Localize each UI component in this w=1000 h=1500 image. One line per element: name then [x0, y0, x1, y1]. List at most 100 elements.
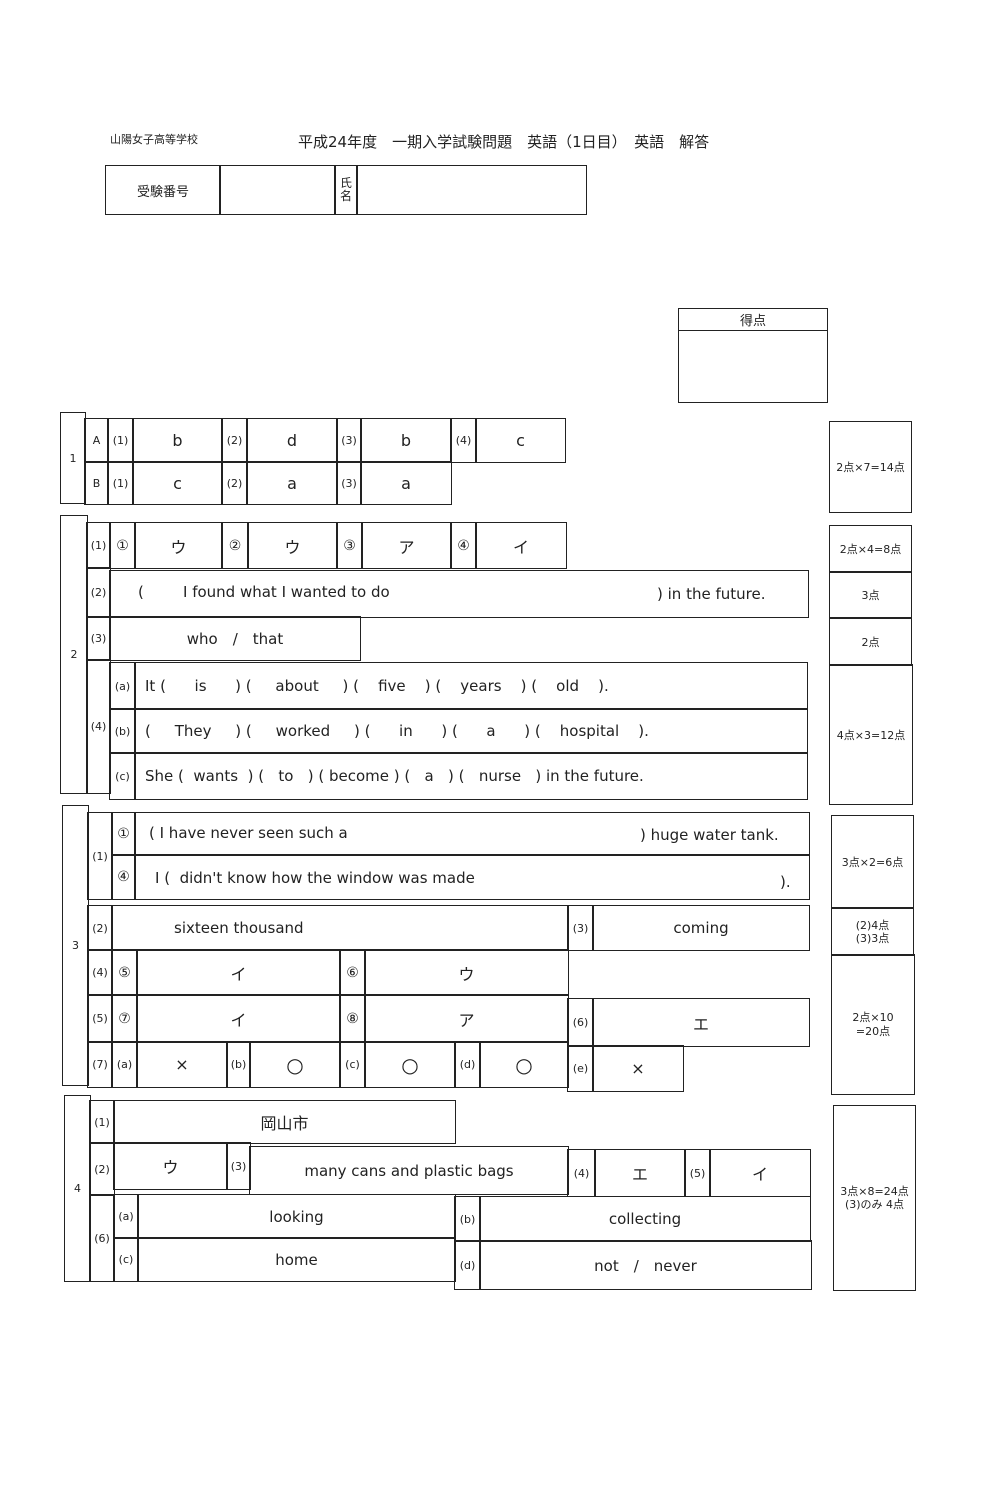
- answer-cell: エ: [592, 998, 810, 1047]
- question-label: (6): [89, 1194, 115, 1282]
- points-text: 3点×8=24点: [840, 1185, 909, 1198]
- section-number: 1: [60, 412, 86, 504]
- exam-number-field[interactable]: [219, 165, 336, 215]
- points-cell: 2点×4=8点: [829, 525, 912, 573]
- exam-number-label: 受験番号: [105, 165, 221, 215]
- question-label: (2): [86, 567, 111, 618]
- question-label: (c): [339, 1041, 366, 1088]
- points-cell: 3点×2=6点: [831, 815, 914, 909]
- answer-cell: 岡山市: [113, 1100, 456, 1144]
- question-label: (2): [89, 1142, 115, 1196]
- row-label: B: [84, 461, 109, 505]
- question-label: ④: [450, 522, 477, 569]
- question-label: (2): [87, 905, 113, 951]
- points-cell: 2点: [829, 617, 912, 666]
- answer-cell: ウ: [247, 522, 338, 569]
- question-label: (3): [336, 418, 362, 463]
- answer-cell: ウ: [113, 1142, 228, 1190]
- question-label: ①: [111, 812, 136, 856]
- answer-cell: a: [246, 461, 338, 505]
- question-label: (b): [226, 1041, 251, 1088]
- answer-cell: イ: [709, 1149, 811, 1197]
- answer-cell: イ: [136, 994, 341, 1043]
- question-label: (5): [684, 1149, 711, 1197]
- answer-cell: ×: [136, 1041, 228, 1088]
- question-label: (3): [567, 905, 594, 951]
- question-label: (d): [454, 1240, 481, 1290]
- answer-cell: b: [132, 418, 223, 463]
- points-text: (3)のみ 4点: [844, 1198, 905, 1211]
- question-label: (b): [109, 708, 136, 754]
- question-label: (a): [111, 1041, 138, 1088]
- question-label: (d): [454, 1041, 481, 1088]
- answer-cell: b: [360, 418, 452, 463]
- section-number: 2: [60, 515, 88, 794]
- question-label: ①: [109, 522, 136, 569]
- points-cell: 2点×7=14点: [829, 421, 912, 513]
- question-label: (e): [567, 1045, 594, 1092]
- question-label: (a): [109, 662, 136, 710]
- answer-cell: ウ: [134, 522, 223, 569]
- question-label: (3): [336, 461, 362, 505]
- question-label: (5): [87, 994, 113, 1043]
- points-cell: (2)4点 (3)3点: [831, 907, 914, 956]
- school-name: 山陽女子高等学校: [110, 133, 198, 146]
- answer-cell: イ: [136, 949, 341, 996]
- question-label: (c): [109, 752, 136, 800]
- answer-cell: collecting: [479, 1196, 811, 1242]
- answer-cell: イ: [475, 522, 567, 569]
- question-label: (a): [113, 1194, 139, 1239]
- question-label: ⑧: [339, 994, 366, 1043]
- answer-text: I found what I wanted to do: [183, 583, 390, 601]
- section-number: 3: [62, 805, 89, 1086]
- page-title: 平成24年度 一期入学試験問題 英語（1日目） 英語 解答: [298, 133, 710, 151]
- question-label: (4): [567, 1149, 596, 1197]
- section-number: 4: [64, 1095, 91, 1282]
- answer-cell: She ( wants ) ( to ) ( become ) ( a ) ( …: [134, 752, 808, 800]
- question-label: ⑦: [111, 994, 138, 1043]
- answer-cell: a: [360, 461, 452, 505]
- points-cell: 4点×3=12点: [829, 664, 913, 805]
- name-field[interactable]: [356, 165, 587, 215]
- question-label: (2): [221, 461, 248, 505]
- answer-cell: home: [137, 1237, 456, 1282]
- answer-cell: ( They ) ( worked ) ( in ) ( a ) ( hospi…: [134, 708, 808, 754]
- answer-text: ) in the future.: [657, 585, 766, 603]
- points-cell: 2点×10 =20点: [831, 954, 915, 1095]
- answer-cell: who / that: [109, 616, 361, 661]
- points-cell: 3点×8=24点 (3)のみ 4点: [833, 1105, 916, 1291]
- question-label: (1): [107, 418, 134, 463]
- answer-cell: ア: [361, 522, 452, 569]
- question-label: (1): [107, 461, 134, 505]
- question-label: (7): [87, 1041, 113, 1088]
- answer-cell: It ( is ) ( about ) ( five ) ( years ) (…: [134, 662, 808, 710]
- question-label: (b): [454, 1196, 481, 1242]
- answer-cell: ウ: [364, 949, 569, 996]
- score-label: 得点: [678, 308, 828, 331]
- question-label: ⑥: [339, 949, 366, 996]
- answer-cell: ×: [592, 1045, 684, 1092]
- answer-cell: I ( didn't know how the window was made …: [134, 854, 810, 900]
- question-label: ④: [111, 854, 136, 900]
- row-label: A: [84, 418, 109, 463]
- answer-cell: エ: [594, 1149, 686, 1197]
- answer-text: (: [138, 583, 144, 601]
- points-text: (3)3点: [855, 931, 890, 945]
- question-label: (4): [86, 659, 111, 794]
- answer-cell: coming: [592, 905, 810, 951]
- points-text: 2点×10: [852, 1010, 894, 1024]
- question-label: (3): [226, 1142, 251, 1190]
- question-label: (2): [221, 418, 248, 463]
- question-label: (1): [86, 522, 111, 569]
- points-text: =20点: [855, 1024, 891, 1038]
- answer-cell: ○: [364, 1041, 456, 1088]
- answer-cell: sixteen thousand: [111, 905, 569, 951]
- points-text: (2)4点: [855, 918, 890, 932]
- answer-cell: ア: [364, 994, 569, 1043]
- points-cell: 3点: [829, 571, 912, 619]
- answer-text: I ( didn't know how the window was made: [155, 869, 475, 887]
- answer-cell: ○: [479, 1041, 569, 1088]
- answer-cell: ( I have never seen such a ) huge water …: [134, 812, 810, 856]
- answer-cell: d: [246, 418, 338, 463]
